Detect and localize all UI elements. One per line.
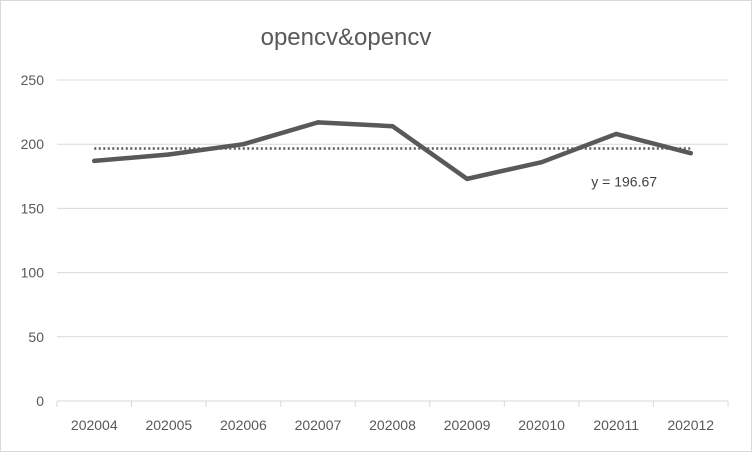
y-tick-label: 50 xyxy=(28,329,44,345)
data-point xyxy=(390,124,395,129)
x-tick-label: 202005 xyxy=(145,417,192,433)
trendline-label: y = 196.67 xyxy=(591,173,657,189)
x-tick-label: 202009 xyxy=(444,417,491,433)
y-tick-label: 150 xyxy=(21,200,45,216)
data-point xyxy=(92,158,97,164)
data-point xyxy=(613,131,619,137)
data-point xyxy=(241,142,246,147)
data-point xyxy=(539,159,544,165)
x-tick-label: 202012 xyxy=(667,417,714,433)
y-axis-ticks: 0 50 100 150 200 250 xyxy=(21,72,45,409)
series-line xyxy=(92,120,693,182)
x-tick-label: 202010 xyxy=(518,417,565,433)
y-tick-label: 100 xyxy=(21,265,45,281)
y-tick-label: 200 xyxy=(21,136,45,152)
x-tick-label: 202008 xyxy=(369,417,416,433)
trendline: y = 196.67 xyxy=(94,147,691,189)
data-point xyxy=(166,152,172,157)
data-point xyxy=(315,120,321,125)
y-tick-label: 250 xyxy=(21,72,45,88)
y-tick-label: 0 xyxy=(36,393,44,409)
x-tick-label: 202007 xyxy=(295,417,342,433)
x-tick-label: 202006 xyxy=(220,417,267,433)
series-lines xyxy=(92,120,693,182)
x-tick-label: 202004 xyxy=(71,417,118,433)
x-tick-label: 202011 xyxy=(593,417,639,433)
data-point xyxy=(464,176,470,182)
x-axis-ticks: 202004 202005 202006 202007 202008 202009 2020… xyxy=(71,417,714,433)
gridlines xyxy=(57,79,728,338)
data-point xyxy=(688,150,693,156)
x-axis xyxy=(56,400,729,407)
chart-title: opencv&opencv xyxy=(261,24,432,51)
